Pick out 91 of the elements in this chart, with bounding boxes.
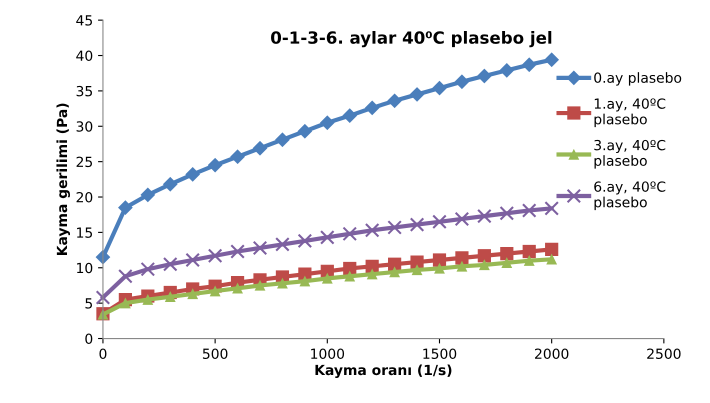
point bbox=[342, 226, 358, 242]
point bbox=[364, 222, 380, 238]
point bbox=[546, 254, 557, 264]
point bbox=[410, 87, 424, 102]
y-tick-label: 15 bbox=[77, 228, 92, 238]
point bbox=[208, 158, 222, 172]
point bbox=[500, 206, 514, 221]
point bbox=[277, 278, 288, 289]
point bbox=[389, 266, 400, 278]
point bbox=[500, 63, 514, 78]
point bbox=[322, 273, 333, 284]
point bbox=[232, 283, 243, 294]
point bbox=[252, 240, 268, 256]
point bbox=[522, 203, 537, 218]
text: 0-1-3-6. aylar 40⁰C plasebo jel bbox=[271, 30, 552, 48]
point bbox=[454, 212, 470, 226]
point bbox=[544, 52, 559, 67]
point bbox=[456, 261, 468, 272]
legend-label: 1.ay, 40ºC plasebo bbox=[594, 98, 666, 128]
point bbox=[412, 264, 422, 276]
point bbox=[96, 290, 110, 305]
point bbox=[120, 298, 131, 308]
point bbox=[254, 280, 266, 291]
point bbox=[502, 258, 512, 268]
y-tick-label: 45 bbox=[76, 15, 92, 26]
y-axis-title: Kayma gerilimi (Pa) bbox=[56, 104, 70, 255]
point bbox=[230, 244, 245, 259]
point bbox=[300, 276, 310, 286]
point bbox=[185, 252, 200, 268]
point bbox=[364, 100, 380, 116]
point bbox=[432, 214, 447, 230]
point bbox=[544, 201, 559, 216]
point bbox=[522, 244, 536, 258]
point bbox=[477, 68, 492, 84]
point bbox=[454, 74, 470, 89]
point bbox=[344, 271, 355, 282]
x-tick-label: 1000 bbox=[311, 348, 344, 359]
point bbox=[522, 57, 536, 72]
y-tick-label: 5 bbox=[85, 298, 92, 309]
point bbox=[545, 242, 558, 256]
point bbox=[162, 256, 178, 272]
point bbox=[432, 253, 446, 267]
point bbox=[477, 208, 492, 224]
point bbox=[410, 217, 424, 232]
point bbox=[298, 234, 312, 248]
legend-label: 0.ay plasebo bbox=[594, 72, 682, 86]
point bbox=[252, 140, 268, 156]
legend-label: 6.ay, 40ºC plasebo bbox=[594, 181, 666, 210]
x-tick-label: 1500 bbox=[423, 348, 456, 359]
point bbox=[500, 247, 514, 260]
point bbox=[320, 230, 335, 245]
y-tick-label: 40 bbox=[76, 50, 92, 61]
y-tick-label: 25 bbox=[76, 156, 92, 168]
point bbox=[118, 268, 133, 284]
y-tick-label: 10 bbox=[77, 262, 92, 274]
x-tick-label: 0 bbox=[99, 348, 106, 359]
point bbox=[455, 251, 469, 264]
point bbox=[387, 220, 402, 235]
point bbox=[366, 268, 378, 280]
x-tick-label: 500 bbox=[202, 348, 228, 359]
y-tick-label: 35 bbox=[76, 86, 92, 96]
point bbox=[434, 263, 445, 274]
point bbox=[163, 177, 178, 192]
point bbox=[275, 132, 290, 147]
point bbox=[210, 286, 220, 296]
legend-label: 3.ay, 40ºC plasebo bbox=[594, 140, 666, 169]
point bbox=[524, 255, 534, 266]
point bbox=[432, 80, 447, 96]
point bbox=[387, 94, 402, 108]
point bbox=[478, 249, 491, 262]
x-axis-title: Kayma oranı (1/s) bbox=[315, 364, 452, 378]
point bbox=[298, 124, 312, 138]
point bbox=[187, 288, 198, 300]
point bbox=[342, 108, 357, 123]
point bbox=[275, 237, 290, 252]
point bbox=[320, 116, 335, 130]
y-tick-label: 0 bbox=[85, 333, 92, 344]
point bbox=[343, 262, 356, 276]
point bbox=[118, 200, 133, 215]
y-tick-label: 30 bbox=[76, 121, 92, 132]
point bbox=[140, 188, 156, 202]
point bbox=[366, 260, 379, 273]
x-tick-label: 2500 bbox=[647, 348, 681, 359]
y-tick-label: 20 bbox=[76, 192, 92, 202]
point bbox=[140, 262, 156, 276]
point bbox=[142, 294, 154, 305]
point bbox=[208, 248, 222, 264]
point bbox=[185, 167, 200, 182]
x-tick-label: 2000 bbox=[535, 348, 568, 359]
point bbox=[230, 149, 245, 164]
point bbox=[479, 260, 490, 270]
